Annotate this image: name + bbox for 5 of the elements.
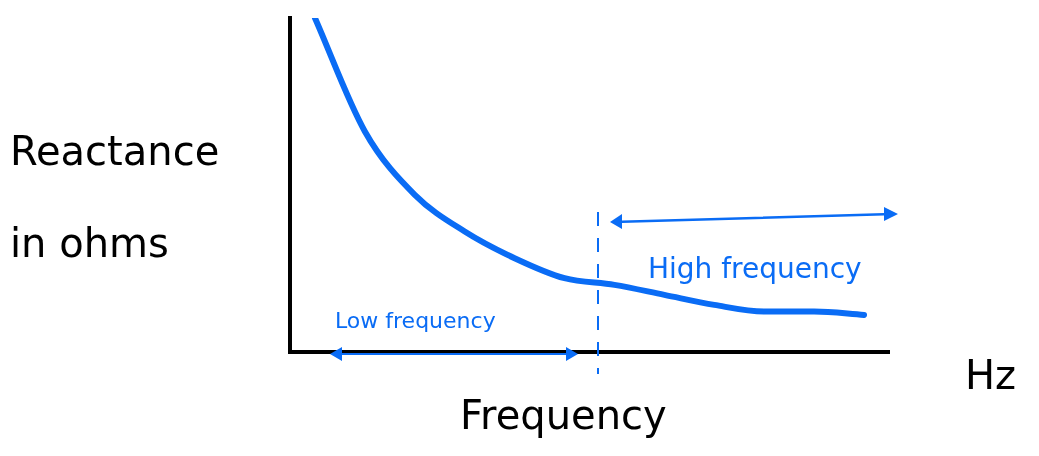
x-axis-title: Frequency [460, 392, 667, 438]
y-axis-title: Reactance in ohms [10, 127, 221, 268]
annotation: High frequency [648, 252, 862, 285]
text: Hz [965, 352, 1017, 398]
annotation: Low frequency [335, 308, 496, 333]
